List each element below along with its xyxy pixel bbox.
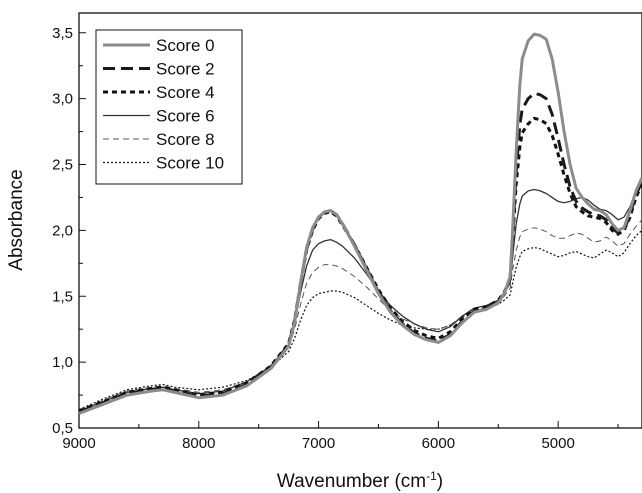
y-tick-label: 2,5: [52, 157, 73, 174]
x-tick-label: 9000: [62, 435, 95, 452]
y-axis-label: Absorbance: [6, 169, 27, 270]
y-tick-label: 2,0: [52, 222, 73, 239]
series-layer: [78, 32, 642, 415]
legend: Score 0 Score 2 Score 4 Score 6 Score 8 Score…: [95, 29, 243, 185]
series-line-score-8: [78, 219, 642, 412]
y-tick-label: 3,5: [52, 25, 73, 42]
x-axis-label: Wavenumber (cm-1): [277, 469, 443, 492]
y-tick-label: 3,0: [52, 91, 73, 108]
series-line-score-10: [78, 229, 642, 411]
x-tick-label: 7000: [302, 435, 335, 452]
legend-label: Score 0: [156, 36, 215, 55]
x-tick-label: 5000: [541, 435, 574, 452]
plot-frame: [78, 12, 642, 429]
legend-label: Score 6: [156, 107, 215, 126]
y-tick-label: 0,5: [52, 420, 73, 437]
legend-box: [95, 29, 243, 185]
legend-label: Score 4: [156, 83, 215, 102]
legend-label: Score 10: [156, 154, 224, 173]
series-line-score-4: [78, 116, 642, 413]
x-axis: 9000 8000 7000 6000 5000: [62, 421, 619, 452]
series-line-score-6: [78, 179, 642, 412]
legend-label: Score 2: [156, 60, 215, 79]
legend-label: Score 8: [156, 130, 215, 149]
y-axis: 0,5 1,0 1,5 2,0 2,5 3,0 3,5: [52, 25, 86, 437]
x-tick-label: 8000: [182, 435, 215, 452]
series-line-score-0: [78, 32, 642, 415]
x-tick-label: 6000: [422, 435, 455, 452]
y-tick-label: 1,0: [52, 354, 73, 371]
y-tick-label: 1,5: [52, 288, 73, 305]
